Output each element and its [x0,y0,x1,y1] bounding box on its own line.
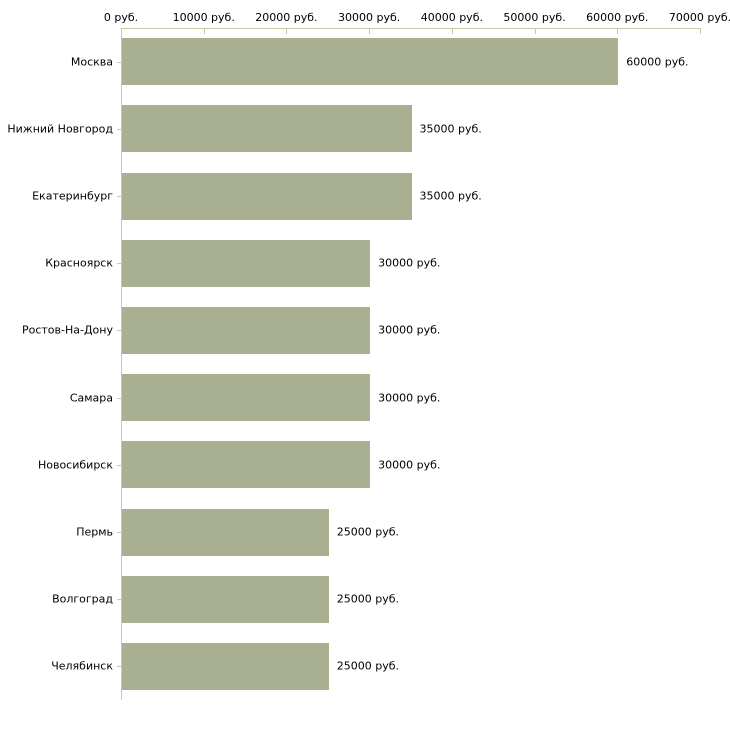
bar-value-label: 25000 руб. [336,659,400,673]
y-axis-tick-mark [117,128,121,130]
x-axis-tick-label: 10000 руб. [172,11,235,24]
category-label: Самара [69,391,113,405]
bar-value-label: 60000 руб. [626,55,689,69]
bar [122,441,371,489]
y-axis-tick-mark [117,532,121,533]
y-axis-tick-mark [117,599,121,601]
bar-value-label: 30000 руб. [378,256,441,270]
bar [122,105,412,153]
bar [122,508,329,556]
x-axis-tick-mark [451,29,453,34]
y-axis-tick-mark [117,61,121,63]
x-axis-tick-label: 30000 руб. [338,11,401,24]
category-label: Красноярск [45,256,113,270]
x-axis-line [121,28,701,29]
x-axis-tick-label: 0 руб. [103,11,139,24]
y-axis-line [121,28,122,700]
bar [122,642,329,690]
x-axis-tick-mark [203,29,205,34]
x-axis-tick-label: 40000 руб. [420,11,483,24]
y-axis-tick-mark [117,263,121,265]
y-axis-tick-mark [117,196,121,197]
x-axis-tick-mark [369,29,371,34]
category-label: Ростов-На-Дону [21,323,113,337]
bar [122,38,619,86]
category-label: Нижний Новгород [7,122,113,136]
y-axis-tick-mark [117,464,121,466]
bar [122,172,412,220]
bar [122,575,329,623]
bar-value-label: 30000 руб. [378,391,441,405]
category-label: Волгоград [52,592,113,606]
x-axis-tick-mark [700,29,701,34]
x-axis-tick-mark [617,29,619,34]
y-axis-tick-mark [117,666,121,668]
bar-value-label: 25000 руб. [336,525,400,539]
y-axis-tick-mark [117,330,121,332]
bar-value-label: 35000 руб. [419,189,482,203]
y-axis-tick-mark [117,397,121,399]
category-label: Челябинск [51,659,113,673]
bar-value-label: 25000 руб. [336,592,400,606]
x-axis-tick-label: 20000 руб. [255,11,318,24]
bar-value-label: 30000 руб. [378,323,441,337]
bar [122,374,371,422]
x-axis-tick-mark [286,29,288,34]
x-axis-tick-label: 60000 руб. [586,11,649,24]
x-axis-tick-label: 70000 руб. [668,11,730,24]
bar [122,239,371,287]
category-label: Екатеринбург [32,189,113,203]
category-label: Новосибирск [37,458,113,472]
x-axis-tick-label: 50000 руб. [503,11,566,24]
x-axis-tick-mark [121,29,122,34]
bar-value-label: 30000 руб. [378,458,441,472]
bar [122,306,371,354]
category-label: Москва [70,55,113,69]
x-axis-tick-mark [534,29,536,34]
bar-value-label: 35000 руб. [419,122,482,136]
category-label: Пермь [76,525,113,539]
